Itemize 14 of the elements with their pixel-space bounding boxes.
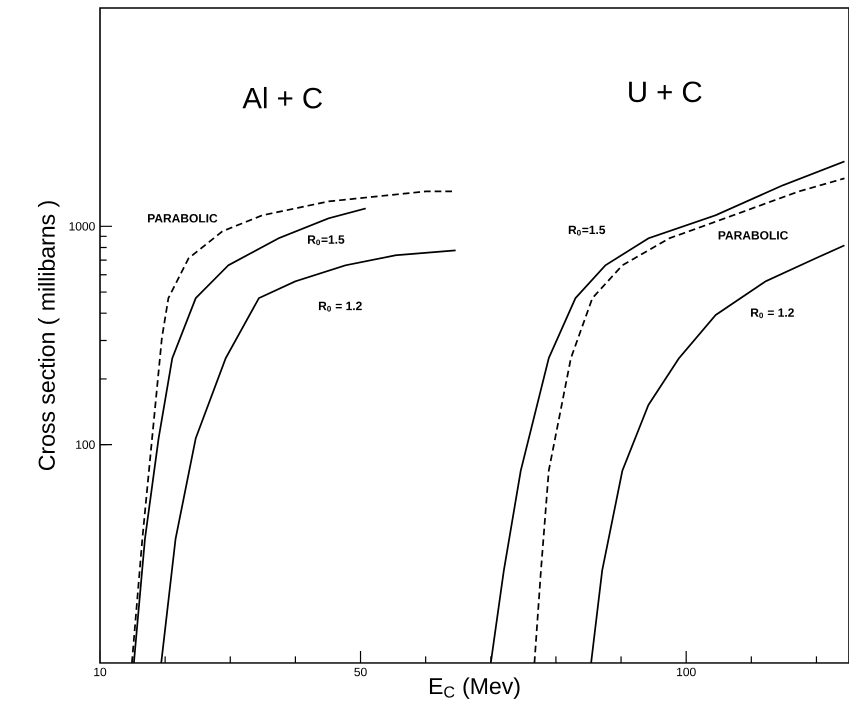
text: R$_{0}$=1.5 — [568, 226, 606, 236]
series-label: R$_{0}$=1.5 — [308, 235, 344, 246]
series-label: PARABOLIC — [718, 231, 788, 240]
y-axis-title: Cross section ( millibarns ) — [38, 201, 60, 470]
annotation: Al + C — [242, 86, 322, 108]
series-label: R$_{0}$ = 1.2 — [751, 308, 794, 318]
x-tick-label: 10 — [94, 668, 106, 676]
annotation: U + C — [629, 81, 702, 102]
x-axis-title: E$_{C}$ (Mev) — [430, 677, 520, 699]
y-tick-label: 1000 — [70, 222, 95, 231]
x-tick-label: 50 — [354, 668, 367, 676]
text: R$_{0}$ = 1.2 — [318, 302, 362, 312]
x-tick-label: 100 — [677, 668, 696, 676]
series-label: PARABOLIC — [148, 214, 218, 223]
